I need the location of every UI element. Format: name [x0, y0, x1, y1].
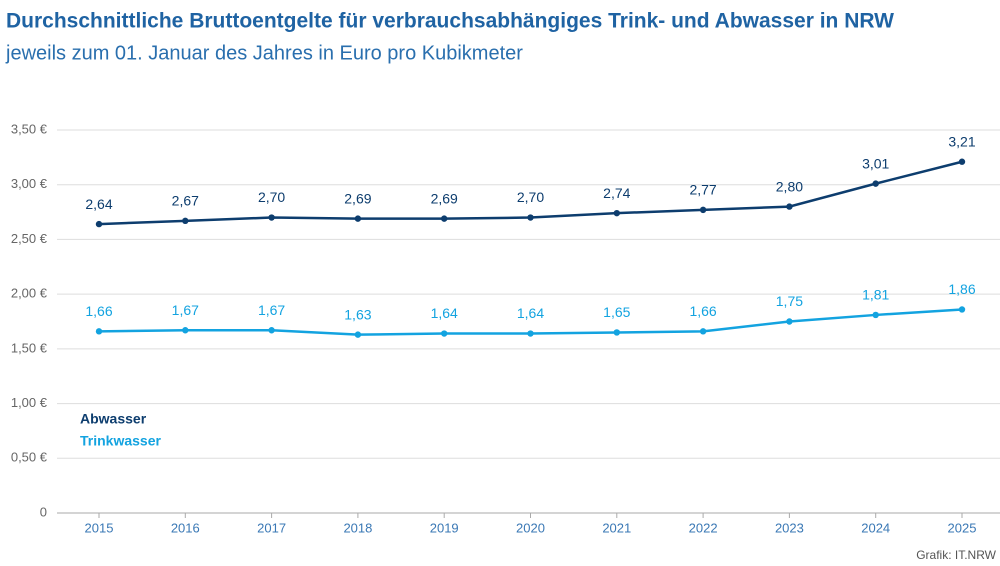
point — [441, 330, 448, 337]
point — [786, 318, 793, 325]
y-tick-label: 2,00 € — [11, 286, 48, 301]
point — [613, 329, 620, 336]
x-tick-label: 2025 — [948, 520, 977, 535]
x-tick-label: 2015 — [85, 520, 114, 535]
value-label: 1,64 — [431, 305, 458, 321]
x-tick-label: 2018 — [343, 520, 372, 535]
point — [613, 209, 620, 217]
x-tick-label: 2022 — [689, 520, 718, 535]
value-label: 2,69 — [431, 190, 458, 206]
value-label: 2,70 — [258, 189, 285, 205]
point — [699, 328, 707, 335]
point — [95, 328, 103, 335]
value-label: 2,74 — [603, 185, 630, 201]
value-label: 1,67 — [258, 302, 285, 318]
value-label: 3,21 — [948, 133, 975, 149]
value-label: 1,64 — [517, 305, 544, 321]
point — [872, 180, 879, 187]
x-tick-label: 2020 — [516, 520, 545, 535]
value-label: 1,86 — [948, 281, 975, 297]
value-label: 1,67 — [172, 302, 199, 318]
legend-label: Trinkwasser — [80, 433, 161, 449]
value-label: 1,66 — [85, 303, 112, 319]
value-label: 2,70 — [517, 189, 544, 205]
y-tick-label: 2,50 € — [11, 231, 48, 246]
legend-label: Abwasser — [80, 411, 147, 427]
point — [268, 214, 275, 221]
y-tick-label: 3,50 € — [11, 121, 48, 136]
value-label: 1,65 — [603, 304, 630, 320]
x-tick-label: 2021 — [602, 520, 631, 535]
value-label: 3,01 — [862, 155, 889, 171]
y-tick-label: 0 — [40, 504, 47, 519]
y-tick-label: 3,00 € — [11, 176, 48, 191]
point — [958, 158, 966, 165]
point — [872, 311, 879, 319]
value-label: 2,64 — [85, 196, 112, 212]
value-label: 2,80 — [776, 178, 803, 194]
x-tick-label: 2016 — [171, 520, 200, 535]
point — [182, 217, 189, 225]
point — [527, 214, 534, 221]
y-tick-label: 0,50 € — [11, 450, 48, 465]
point — [786, 203, 793, 210]
point — [182, 327, 189, 334]
value-label: 1,75 — [776, 293, 803, 309]
point — [354, 331, 362, 338]
value-label: 2,69 — [344, 190, 371, 206]
source: Grafik: IT.NRW — [916, 548, 996, 562]
y-tick-label: 1,00 € — [11, 395, 48, 410]
chart-title: Durchschnittliche Bruttoentgelte für ver… — [6, 10, 894, 33]
point — [95, 220, 103, 228]
point — [958, 306, 966, 313]
value-label: 2,77 — [689, 182, 716, 198]
x-tick-label: 2019 — [430, 520, 459, 535]
value-label: 2,67 — [172, 193, 199, 209]
point — [527, 330, 534, 337]
value-label: 1,66 — [689, 303, 716, 319]
value-label: 1,81 — [862, 287, 889, 303]
point — [699, 206, 707, 214]
value-label: 1,63 — [344, 306, 371, 322]
point — [268, 327, 275, 334]
x-tick-label: 2024 — [861, 520, 890, 535]
x-tick-label: 2017 — [257, 520, 286, 535]
x-tick-label: 2023 — [775, 520, 804, 535]
y-tick-label: 1,50 € — [11, 340, 48, 355]
point — [354, 215, 362, 222]
chart-subtitle: jeweils zum 01. Januar des Jahres in Eur… — [5, 42, 523, 64]
point — [441, 215, 448, 222]
